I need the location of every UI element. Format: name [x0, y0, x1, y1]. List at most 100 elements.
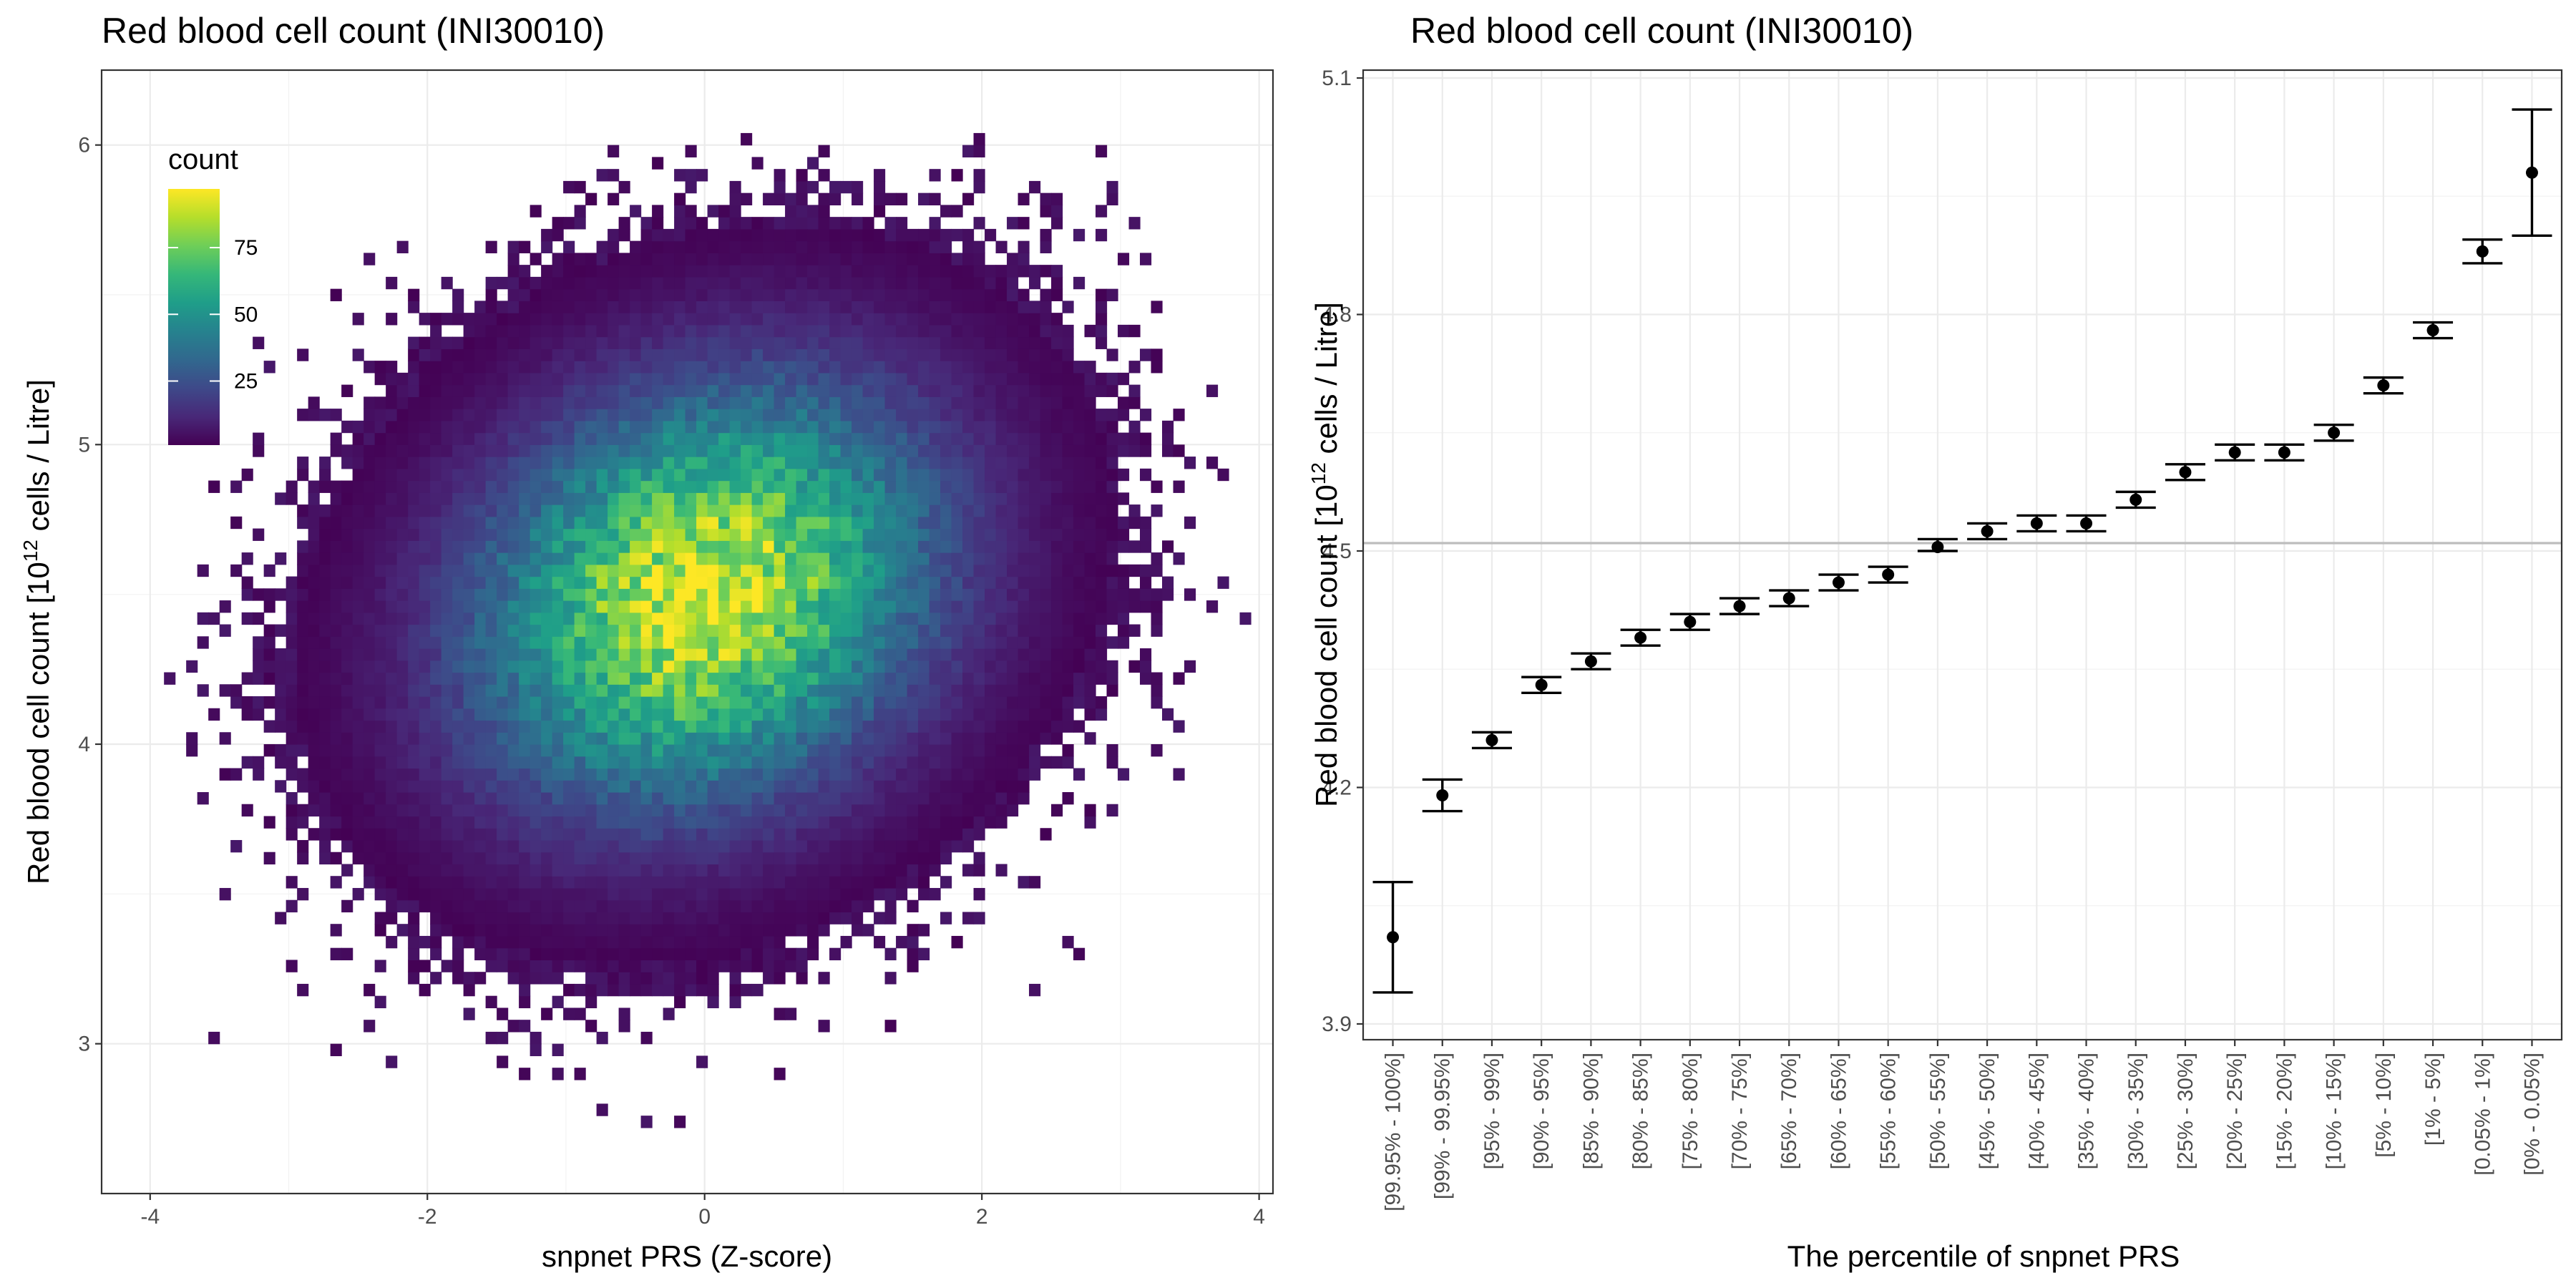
heatmap-bin: [741, 864, 753, 877]
heatmap-bin: [818, 276, 830, 290]
heatmap-bin: [485, 384, 497, 397]
heatmap-bin: [874, 684, 886, 697]
heatmap-bin: [596, 540, 608, 553]
heatmap-bin: [1084, 420, 1096, 434]
heatmap-bin: [663, 324, 675, 338]
x-tick-label: 2: [976, 1205, 988, 1229]
heatmap-bin: [874, 540, 886, 553]
heatmap-bin: [729, 876, 741, 889]
heatmap-bin: [630, 480, 642, 493]
heatmap-bin: [707, 983, 719, 997]
heatmap-bin: [763, 636, 775, 649]
heatmap-bin: [452, 708, 464, 721]
heatmap-bin: [862, 301, 874, 313]
heatmap-bin: [386, 528, 398, 541]
heatmap-bin: [874, 336, 886, 349]
heatmap-bin: [574, 205, 586, 218]
heatmap-bin: [563, 468, 575, 482]
heatmap-bin: [441, 672, 453, 685]
heatmap-bin: [1051, 684, 1063, 697]
heatmap-bin: [774, 924, 786, 937]
heatmap-bin: [685, 444, 697, 457]
heatmap-bin: [519, 409, 531, 421]
heatmap-bin: [608, 457, 620, 469]
heatmap-bin: [618, 564, 630, 577]
heatmap-bin: [763, 276, 775, 290]
heatmap-bin: [829, 744, 841, 757]
heatmap-bin: [774, 935, 786, 949]
heatmap-bin: [751, 444, 763, 457]
heatmap-bin: [796, 265, 808, 278]
heatmap-bin: [940, 791, 952, 805]
heatmap-bin: [1040, 457, 1052, 469]
heatmap-bin: [918, 540, 930, 553]
heatmap-bin: [707, 600, 719, 613]
heatmap-bin: [374, 552, 386, 565]
heatmap-bin: [630, 839, 642, 853]
heatmap-bin: [519, 504, 531, 517]
heatmap-bin: [618, 480, 630, 493]
heatmap-bin: [386, 780, 398, 793]
heatmap-bin: [862, 288, 874, 301]
heatmap-bin: [552, 528, 564, 541]
heatmap-bin: [852, 288, 864, 301]
heatmap-bin: [674, 960, 686, 972]
heatmap-bin: [707, 696, 719, 709]
heatmap-bin: [985, 444, 997, 457]
heatmap-bin: [574, 935, 586, 949]
heatmap-bin: [1040, 313, 1052, 326]
heatmap-bin: [884, 324, 897, 338]
heatmap-bin: [785, 205, 797, 218]
heatmap-bin: [884, 217, 897, 230]
heatmap-bin: [608, 192, 620, 205]
heatmap-bin: [341, 768, 353, 781]
heatmap-bin: [674, 612, 686, 625]
heatmap-bin: [774, 192, 786, 205]
heatmap-bin: [275, 720, 287, 733]
heatmap-bin: [763, 336, 775, 349]
heatmap-bin: [940, 444, 952, 457]
heatmap-bin: [640, 972, 653, 985]
heatmap-bin: [574, 288, 586, 301]
heatmap-bin: [718, 444, 731, 457]
heatmap-bin: [774, 420, 786, 434]
heatmap-bin: [364, 696, 376, 709]
heatmap-bin: [796, 301, 808, 313]
heatmap-bin: [1062, 648, 1074, 661]
heatmap-bin: [497, 720, 509, 733]
heatmap-bin: [696, 972, 708, 985]
heatmap-bin: [874, 564, 886, 577]
heatmap-bin: [1096, 336, 1108, 349]
heatmap-bin: [319, 732, 331, 745]
heatmap-bin: [741, 528, 753, 541]
heatmap-bin: [785, 768, 797, 781]
heatmap-bin: [530, 552, 542, 565]
heatmap-bin: [840, 384, 852, 397]
heatmap-bin: [1029, 744, 1041, 757]
heatmap-bin: [441, 648, 453, 661]
heatmap-bin: [718, 839, 731, 853]
heatmap-bin: [530, 672, 542, 685]
heatmap-bin: [585, 768, 597, 781]
heatmap-bin: [574, 864, 586, 877]
heatmap-bin: [796, 564, 808, 577]
heatmap-bin: [640, 684, 653, 697]
heatmap-bin: [862, 924, 874, 937]
heatmap-bin: [774, 169, 786, 182]
heatmap-bin: [286, 756, 298, 769]
heatmap-bin: [396, 791, 409, 805]
heatmap-bin: [896, 396, 908, 409]
heatmap-bin: [1040, 444, 1052, 457]
heatmap-bin: [630, 409, 642, 421]
heatmap-bin: [552, 876, 564, 889]
heatmap-bin: [497, 516, 509, 530]
heatmap-bin: [364, 480, 376, 493]
heatmap-bin: [785, 480, 797, 493]
heatmap-bin: [497, 696, 509, 709]
heatmap-bin: [396, 372, 409, 386]
heatmap-bin: [1073, 396, 1085, 409]
heatmap-bin: [640, 420, 653, 434]
heatmap-bin: [729, 468, 741, 482]
heatmap-bin: [519, 336, 531, 349]
heatmap-bin: [352, 660, 364, 673]
